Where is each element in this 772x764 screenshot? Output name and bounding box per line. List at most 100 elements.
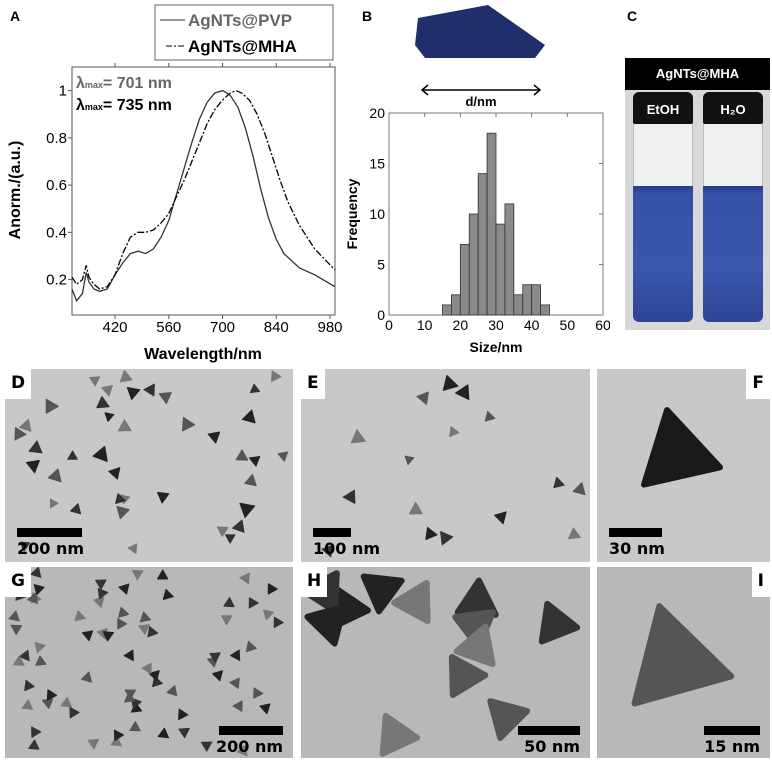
- scale-bar-line: [219, 726, 283, 735]
- histogram-bar: [495, 223, 506, 316]
- vial-water: H₂O: [703, 92, 763, 326]
- nanotriangle: [229, 677, 240, 689]
- nanotriangle: [230, 649, 241, 661]
- nanotriangle: [178, 727, 190, 739]
- x-tick-label: 30: [488, 317, 504, 333]
- scale-bar-label: 100 nm: [313, 539, 381, 558]
- nanotriangle: [553, 476, 565, 489]
- nanotriangle: [104, 412, 115, 422]
- nanotriangle-illustration: [415, 5, 545, 58]
- nanotriangle: [119, 370, 133, 383]
- nanotriangle: [157, 491, 170, 504]
- panel-label-b: B: [362, 8, 373, 24]
- scale-bar-label: 50 nm: [524, 737, 580, 756]
- nanotriangle: [110, 735, 122, 747]
- nanotriangle: [178, 708, 189, 720]
- tem-particles: [14, 370, 289, 554]
- nanotriangle: [487, 698, 531, 741]
- nanotriangle: [449, 426, 460, 437]
- y-tick-label: 15: [369, 156, 385, 172]
- nanotriangle: [46, 689, 58, 701]
- nanotriangle: [248, 597, 259, 609]
- nanotriangle: [157, 727, 170, 739]
- nanotriangle: [102, 631, 115, 642]
- nanotriangle: [24, 679, 35, 692]
- absorbance-spectrum-chart: AgNTs@PVP AgNTs@MHA λmax= 701 nm λmax= 7…: [7, 4, 343, 363]
- nanotriangle: [236, 745, 248, 757]
- scale-bar: 200 nm: [17, 528, 84, 558]
- x-tick-label: 420: [102, 319, 127, 336]
- nanotriangle: [235, 449, 249, 461]
- nanotriangle: [138, 624, 150, 635]
- nanotriangle: [221, 615, 233, 626]
- nanotriangle: [453, 623, 496, 667]
- y-tick-label: 5: [377, 257, 385, 273]
- nanotriangle: [19, 649, 30, 662]
- nanotriangle: [70, 503, 82, 515]
- nanotriangle: [27, 592, 38, 604]
- vial-photo: AgNTs@MHA EtOH H₂O: [625, 58, 770, 330]
- scale-bar: 200 nm: [216, 726, 283, 756]
- scale-bar: 30 nm: [609, 528, 665, 558]
- histogram-bar: [477, 173, 488, 316]
- nanotriangle: [21, 699, 33, 710]
- y-tick-label: 0: [377, 307, 385, 323]
- histogram-bar: [531, 284, 541, 316]
- dimension-label: d/nm: [465, 94, 496, 109]
- nanotriangle: [391, 580, 431, 625]
- legend-label-mha: AgNTs@MHA: [188, 37, 297, 56]
- nanotriangle: [360, 573, 405, 615]
- nanotriangle: [379, 712, 421, 757]
- nanotriangle: [49, 498, 59, 509]
- nanotriangle: [14, 427, 27, 441]
- nanotriangle: [448, 654, 489, 699]
- nanotriangle: [404, 455, 415, 466]
- y-tick-label: 0.8: [46, 130, 67, 147]
- y-tick-label: 0.6: [46, 177, 67, 194]
- nanotriangle: [321, 544, 334, 558]
- x-tick-label: 560: [156, 319, 181, 336]
- nanotriangle: [342, 489, 356, 504]
- vial-glass: [703, 124, 763, 186]
- nanotriangle: [13, 655, 25, 666]
- nanotriangle: [25, 459, 40, 474]
- tem-particles: [301, 570, 581, 757]
- y-tick-label: 20: [369, 105, 385, 121]
- nanotriangle: [158, 392, 172, 405]
- histogram-bar: [522, 284, 533, 316]
- nanotriangle: [118, 606, 130, 618]
- nanotriangle: [416, 391, 429, 405]
- y-axis-label: Frequency: [344, 178, 360, 249]
- scale-bar: 100 nm: [313, 528, 380, 558]
- nanotriangle: [118, 583, 130, 595]
- nanotriangle: [277, 451, 289, 462]
- panel-label-c: C: [627, 8, 638, 24]
- nanotriangle: [69, 707, 80, 719]
- panel-label-e: E: [301, 369, 325, 399]
- x-tick-label: 700: [210, 319, 235, 336]
- tem-particles: [631, 603, 735, 707]
- x-tick-label: 60: [595, 317, 610, 333]
- nanotriangle: [245, 640, 257, 653]
- series-line-agnts-pvp: [71, 89, 336, 303]
- nanotriangle: [259, 703, 271, 715]
- nanotriangle: [147, 626, 159, 638]
- nanotriangle: [123, 649, 134, 661]
- vial-ethanol: EtOH: [633, 92, 693, 326]
- nanotriangle: [232, 519, 245, 533]
- nanotriangle: [408, 501, 423, 515]
- nanotriangle: [273, 616, 284, 629]
- legend-label-pvp: AgNTs@PVP: [188, 11, 292, 30]
- nanotriangle: [568, 527, 581, 540]
- nanotriangle: [207, 431, 221, 444]
- nanotriangle: [182, 416, 196, 432]
- nanotriangle: [19, 541, 31, 552]
- nanotriangle: [124, 692, 136, 703]
- tem-image-d: D 200 nm: [5, 369, 293, 562]
- x-axis-label: Size/nm: [470, 339, 523, 355]
- tem-particles: [321, 375, 586, 558]
- nanotriangle: [129, 721, 141, 732]
- panel-label-f: F: [746, 369, 770, 399]
- tem-image-f: F 30 nm: [597, 369, 770, 562]
- x-tick-label: 20: [453, 317, 469, 333]
